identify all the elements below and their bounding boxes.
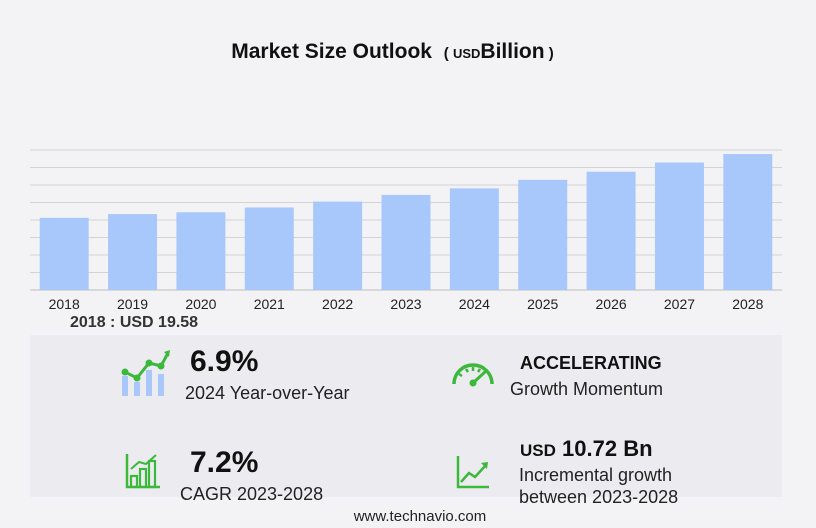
yoy-value: 6.9%	[190, 345, 259, 378]
trend-growth-icon	[121, 350, 170, 396]
chart-unit: ( USDBillion )	[443, 40, 554, 63]
x-tick-label: 2026	[596, 296, 627, 312]
bar-chart: 2018 2019 2020 2021 2022 2023 2024 2025 2026 2027…	[30, 149, 782, 312]
x-tick-label: 2024	[459, 296, 490, 312]
cagr-label: CAGR 2023-2028	[180, 484, 324, 504]
bar-2026	[586, 171, 636, 290]
bar-2022	[313, 201, 363, 290]
bar-2023	[381, 194, 431, 290]
incremental-label-line1: Incremental growth	[519, 465, 673, 485]
bar-2024	[449, 188, 499, 290]
x-tick-label: 2022	[322, 296, 353, 312]
x-tick-label: 2023	[390, 296, 421, 312]
line-chart-growth-icon	[456, 456, 489, 489]
incremental-currency: USD	[520, 441, 556, 460]
yoy-label: 2024 Year-over-Year	[185, 383, 350, 403]
bar-2019	[108, 214, 158, 290]
speedometer-icon	[452, 363, 494, 387]
incremental-amount: 10.72 Bn	[562, 436, 653, 461]
bar-chart-growth-icon	[125, 454, 160, 489]
bar-2018	[39, 217, 89, 290]
cagr-value: 7.2%	[190, 446, 259, 479]
momentum-label: Growth Momentum	[510, 379, 664, 399]
x-tick-label: 2027	[664, 296, 695, 312]
x-tick-label: 2025	[527, 296, 558, 312]
bar-2025	[518, 179, 568, 290]
x-tick-label: 2019	[117, 296, 148, 312]
x-tick-label: 2021	[254, 296, 285, 312]
unit-currency: USD	[452, 46, 481, 61]
bar-2021	[244, 207, 294, 290]
chart-title-text: Market Size Outlook	[231, 40, 432, 63]
unit-scale: Billion	[480, 40, 545, 63]
x-tick-label: 2018	[49, 296, 80, 312]
x-tick-label: 2028	[732, 296, 763, 312]
base-year-label: 2018 : USD 19.58	[70, 314, 199, 331]
footer-source: www.technavio.com	[353, 508, 487, 525]
bar-2020	[176, 212, 226, 290]
bar-2028	[723, 154, 773, 290]
incremental-value: USD 10.72 Bn	[520, 436, 653, 462]
incremental-label-line2: between 2023-2028	[519, 487, 679, 507]
x-tick-label: 2020	[185, 296, 216, 312]
chart-title: Market Size Outlook ( USDBillion )	[0, 40, 785, 64]
momentum-value: ACCELERATING	[520, 353, 662, 373]
bar-2027	[654, 162, 704, 290]
